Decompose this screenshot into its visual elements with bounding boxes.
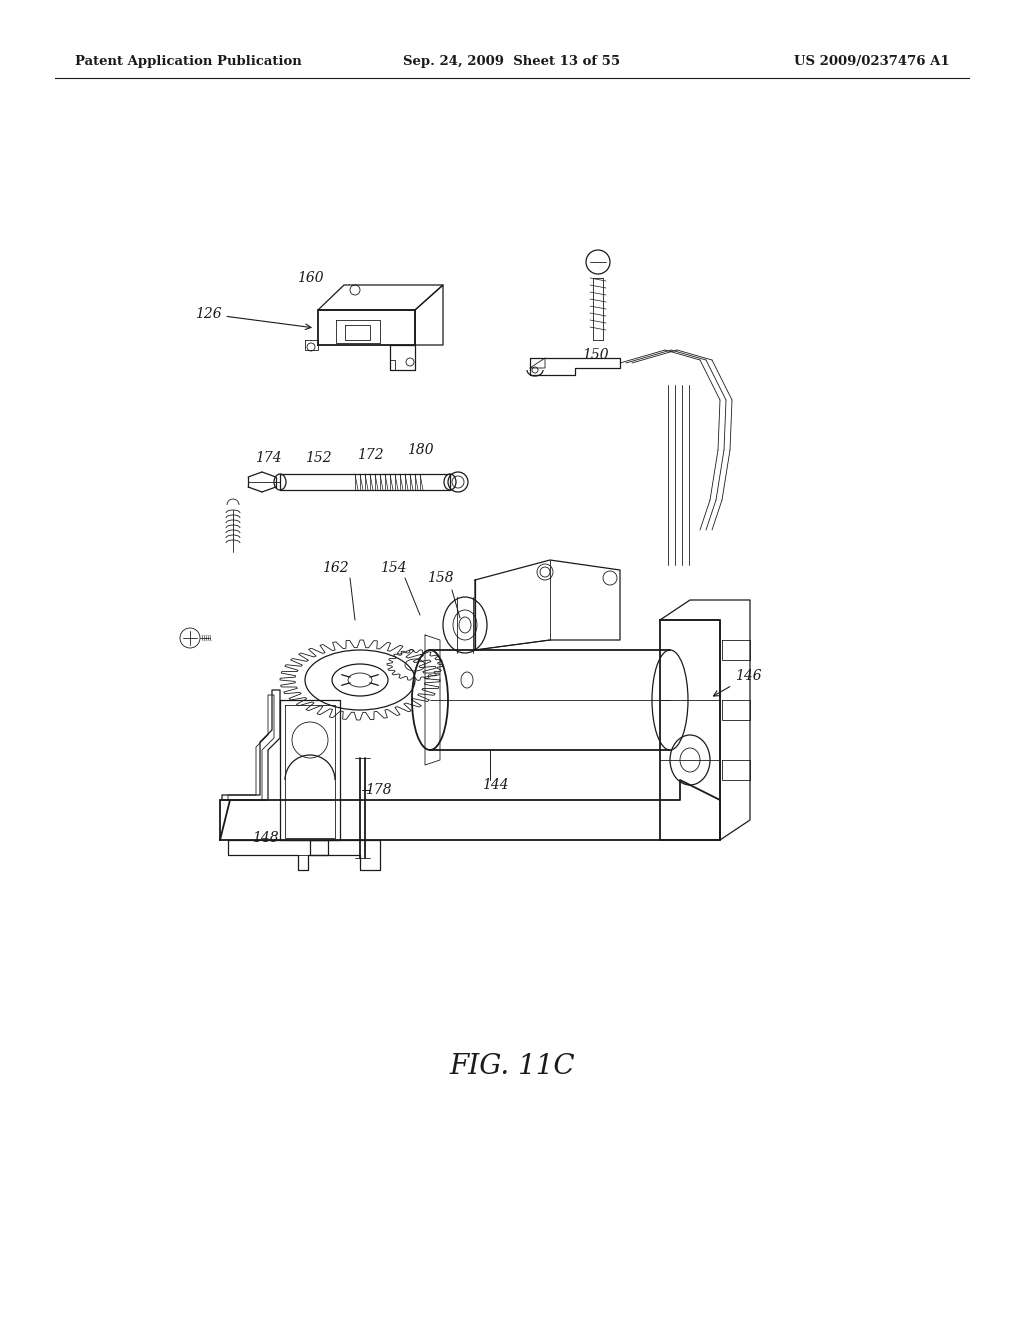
Text: 144: 144	[481, 777, 508, 792]
Text: 150: 150	[582, 348, 608, 362]
Text: 174: 174	[255, 451, 282, 465]
Text: 152: 152	[305, 451, 332, 465]
Text: 180: 180	[407, 444, 433, 457]
Text: Patent Application Publication: Patent Application Publication	[75, 55, 302, 69]
Text: 148: 148	[252, 832, 279, 845]
Text: 158: 158	[427, 572, 454, 585]
Text: FIG. 11C: FIG. 11C	[450, 1052, 574, 1080]
Text: 160: 160	[297, 271, 324, 285]
Text: 172: 172	[356, 447, 383, 462]
Text: 178: 178	[365, 783, 391, 797]
Text: 154: 154	[380, 561, 407, 576]
Text: 162: 162	[322, 561, 348, 576]
Text: US 2009/0237476 A1: US 2009/0237476 A1	[795, 55, 950, 69]
Text: Sep. 24, 2009  Sheet 13 of 55: Sep. 24, 2009 Sheet 13 of 55	[403, 55, 621, 69]
Text: 126: 126	[195, 308, 311, 330]
Text: 146: 146	[714, 669, 762, 696]
